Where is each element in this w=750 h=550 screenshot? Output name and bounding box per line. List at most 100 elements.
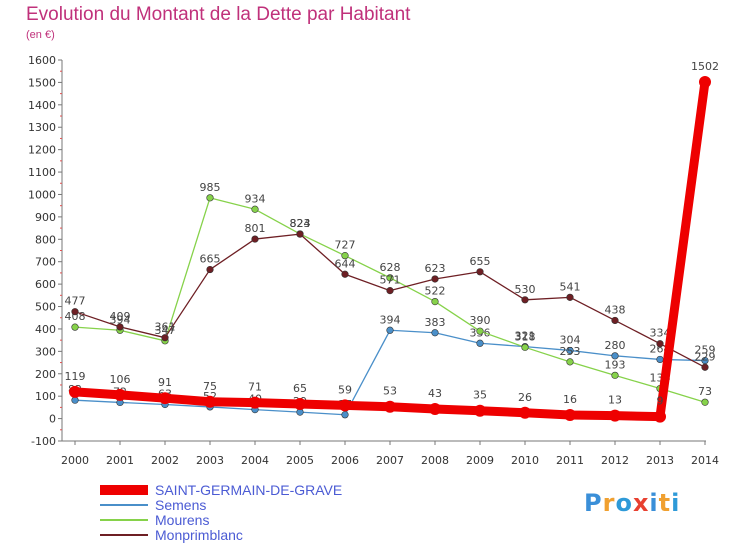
data-label-mourens: 394: [110, 313, 131, 326]
y-tick-label: -100: [31, 435, 56, 448]
data-point-saint-germain-de-grave: [474, 404, 486, 417]
legend-swatch: [100, 504, 148, 506]
data-label-semens: 304: [560, 333, 581, 346]
data-label-saint-germain-de-grave: 35: [473, 389, 487, 402]
data-label-mourens: 985: [200, 181, 221, 194]
x-tick-label: 2009: [466, 454, 494, 467]
data-label-saint-germain-de-grave: 91: [158, 376, 172, 389]
data-label-saint-germain-de-grave: 9: [657, 395, 664, 408]
data-point-saint-germain-de-grave: [204, 395, 216, 408]
data-label-semens: 259: [695, 344, 716, 357]
data-point-saint-germain-de-grave: [339, 399, 351, 412]
legend-label: Semens: [155, 497, 207, 513]
data-label-semens: 394: [380, 313, 401, 326]
data-point-saint-germain-de-grave: [429, 402, 441, 415]
data-label-saint-germain-de-grave: 59: [338, 383, 352, 396]
series-line-mourens: [74, 197, 706, 403]
data-point-semens: [431, 329, 439, 337]
logo-letter: t: [658, 489, 672, 517]
data-label-saint-germain-de-grave: 26: [518, 391, 532, 404]
legend-label: Mourens: [155, 512, 210, 528]
x-tick-label: 2011: [556, 454, 584, 467]
y-tick-label: 300: [35, 345, 56, 358]
data-label-monprimblanc: 571: [380, 274, 401, 287]
x-tick-label: 2007: [376, 454, 404, 467]
data-label-monprimblanc: 530: [515, 283, 536, 296]
data-label-saint-germain-de-grave: 43: [428, 387, 442, 400]
logo-letter: o: [615, 489, 633, 517]
y-tick-label: 200: [35, 368, 56, 381]
legend-label: SAINT-GERMAIN-DE-GRAVE: [155, 482, 343, 498]
data-label-monprimblanc: 801: [245, 222, 266, 235]
data-label-mourens: 390: [470, 314, 491, 327]
x-tick-label: 2008: [421, 454, 449, 467]
y-tick-label: 700: [35, 256, 56, 269]
data-label-saint-germain-de-grave: 106: [110, 373, 131, 386]
data-point-mourens: [476, 327, 484, 335]
y-tick-label: 1000: [28, 188, 56, 201]
data-point-monprimblanc: [71, 308, 79, 316]
x-tick-label: 2001: [106, 454, 134, 467]
data-point-monprimblanc: [566, 293, 574, 301]
data-point-monprimblanc: [296, 230, 304, 238]
data-label-saint-germain-de-grave: 71: [248, 381, 262, 394]
data-point-semens: [656, 355, 664, 364]
y-tick-label: 1500: [28, 76, 56, 89]
x-tick-label: 2005: [286, 454, 314, 467]
data-point-monprimblanc: [656, 340, 664, 348]
x-tick-label: 2014: [691, 454, 719, 467]
x-tick-label: 2000: [61, 454, 89, 467]
data-point-saint-germain-de-grave: [114, 388, 126, 401]
data-point-monprimblanc: [116, 323, 124, 331]
data-label-monprimblanc: 623: [425, 262, 446, 275]
y-tick-label: 1400: [28, 99, 56, 112]
data-point-monprimblanc: [521, 296, 529, 304]
data-label-monprimblanc: 655: [470, 255, 491, 268]
data-point-monprimblanc: [611, 316, 619, 325]
data-point-monprimblanc: [251, 235, 259, 243]
legend-swatch: [100, 519, 148, 521]
y-tick-label: 100: [35, 390, 56, 403]
data-point-saint-germain-de-grave: [384, 400, 396, 413]
data-label-mourens: 727: [335, 239, 356, 252]
data-point-monprimblanc: [431, 275, 439, 283]
legend-swatch: [100, 534, 148, 536]
data-label-mourens: 347: [155, 324, 176, 337]
x-tick-label: 2003: [196, 454, 224, 467]
data-point-saint-germain-de-grave: [249, 396, 261, 409]
chart-title: Evolution du Montant de la Dette par Hab…: [26, 4, 411, 25]
legend-swatch: [100, 485, 148, 495]
y-tick-label: 400: [35, 323, 56, 336]
data-point-monprimblanc: [386, 287, 394, 295]
x-tick-label: 2010: [511, 454, 539, 467]
data-label-monprimblanc: 665: [200, 253, 221, 266]
logo-letter: i: [649, 489, 659, 517]
data-label-mourens: 73: [698, 385, 712, 398]
y-tick-label: 600: [35, 278, 56, 291]
data-label-monprimblanc: 644: [335, 257, 356, 270]
data-label-mourens: 193: [605, 358, 626, 371]
data-label-mourens: 628: [380, 261, 401, 274]
data-point-saint-germain-de-grave: [564, 409, 576, 422]
legend-label: Monprimblanc: [155, 527, 243, 543]
logo-letter: x: [632, 489, 650, 517]
data-point-saint-germain-de-grave: [519, 406, 531, 419]
data-label-monprimblanc: 541: [560, 280, 581, 293]
x-tick-label: 2004: [241, 454, 269, 467]
data-label-monprimblanc: 409: [110, 310, 131, 323]
data-label-monprimblanc: 823: [290, 217, 311, 230]
data-label-monprimblanc: 361: [155, 321, 176, 334]
data-point-saint-germain-de-grave: [69, 385, 81, 398]
data-point-semens: [611, 352, 619, 360]
logo-letter: r: [602, 489, 616, 517]
data-point-semens: [341, 411, 349, 419]
data-point-saint-germain-de-grave: [654, 410, 666, 423]
data-point-saint-germain-de-grave: [159, 392, 171, 405]
x-tick-label: 2012: [601, 454, 629, 467]
y-tick-label: 1300: [28, 121, 56, 134]
data-point-saint-germain-de-grave: [609, 409, 621, 422]
data-point-saint-germain-de-grave: [699, 75, 711, 88]
data-label-mourens: 253: [560, 345, 581, 358]
data-label-saint-germain-de-grave: 53: [383, 385, 397, 398]
data-point-monprimblanc: [341, 270, 349, 278]
